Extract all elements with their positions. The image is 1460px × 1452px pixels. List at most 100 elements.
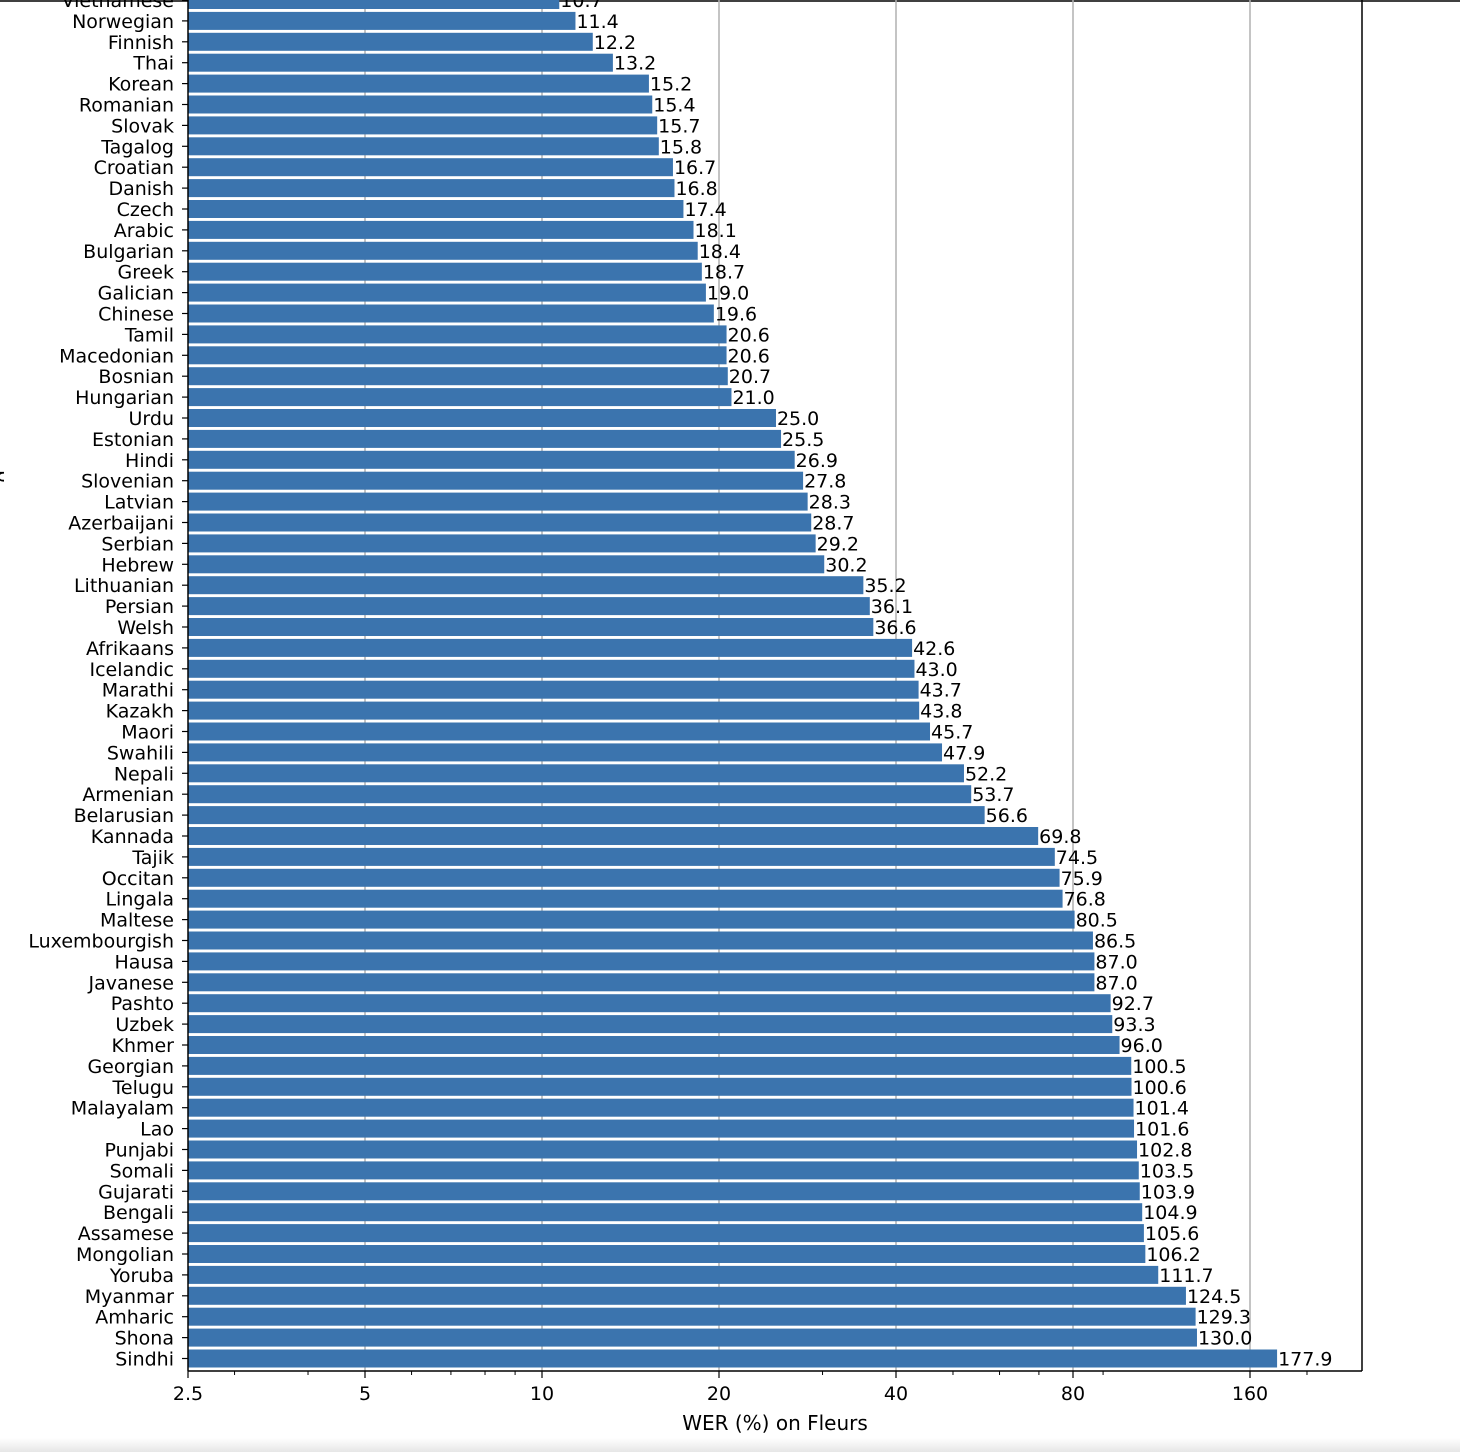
bar bbox=[188, 471, 804, 490]
y-axis-label-clipped: g bbox=[0, 470, 4, 483]
value-label: 45.7 bbox=[931, 722, 973, 744]
bar bbox=[188, 555, 825, 574]
category-label: Latvian bbox=[104, 492, 174, 514]
category-label: Somali bbox=[110, 1160, 174, 1182]
x-tick-label: 20 bbox=[707, 1383, 731, 1405]
value-label: 101.6 bbox=[1135, 1119, 1189, 1141]
bar bbox=[188, 158, 673, 177]
bar bbox=[188, 1224, 1144, 1243]
bar bbox=[188, 1098, 1134, 1117]
value-label: 105.6 bbox=[1145, 1223, 1199, 1245]
bar bbox=[188, 680, 919, 699]
value-label: 101.4 bbox=[1135, 1098, 1189, 1120]
category-label: Tamil bbox=[124, 324, 174, 346]
x-tick-label: 80 bbox=[1061, 1383, 1085, 1405]
value-label: 25.5 bbox=[782, 429, 824, 451]
value-label: 106.2 bbox=[1146, 1244, 1200, 1266]
value-label: 87.0 bbox=[1095, 972, 1137, 994]
category-label: Khmer bbox=[111, 1035, 174, 1057]
value-label: 43.0 bbox=[915, 659, 957, 681]
category-label: Lingala bbox=[105, 889, 174, 911]
category-label: Maori bbox=[121, 722, 174, 744]
category-label: Tajik bbox=[131, 847, 174, 869]
category-label: Chinese bbox=[98, 304, 174, 326]
value-label: 75.9 bbox=[1061, 868, 1103, 890]
bar bbox=[188, 1182, 1140, 1201]
bar bbox=[188, 388, 732, 407]
value-label: 92.7 bbox=[1112, 993, 1154, 1015]
category-label: Bengali bbox=[103, 1202, 174, 1224]
bar bbox=[188, 889, 1063, 908]
bar bbox=[188, 513, 812, 532]
bar bbox=[188, 952, 1095, 971]
bar bbox=[188, 325, 727, 344]
value-label: 42.6 bbox=[913, 638, 955, 660]
category-label: Malayalam bbox=[71, 1098, 174, 1120]
bar bbox=[188, 241, 698, 260]
category-label: Sindhi bbox=[115, 1349, 174, 1371]
bar bbox=[188, 868, 1060, 887]
bar bbox=[188, 283, 706, 302]
value-label: 36.6 bbox=[874, 617, 916, 639]
value-label: 16.8 bbox=[675, 178, 717, 200]
value-label: 12.2 bbox=[594, 32, 636, 54]
bar bbox=[188, 262, 702, 281]
category-label: Shona bbox=[115, 1328, 174, 1350]
bar bbox=[188, 910, 1075, 929]
category-label: Kazakh bbox=[106, 701, 174, 723]
category-label: Mongolian bbox=[76, 1244, 174, 1266]
bar bbox=[188, 785, 972, 804]
value-label: 87.0 bbox=[1095, 951, 1137, 973]
category-label: Slovak bbox=[111, 115, 174, 137]
bar bbox=[188, 764, 964, 783]
value-label: 20.7 bbox=[729, 366, 771, 388]
bar bbox=[188, 95, 653, 114]
category-label: Vietnamese bbox=[62, 0, 174, 12]
value-label: 18.7 bbox=[703, 262, 745, 284]
bar bbox=[188, 32, 593, 51]
value-label: 56.6 bbox=[986, 805, 1028, 827]
category-label: Uzbek bbox=[115, 1014, 174, 1036]
bar bbox=[188, 1328, 1197, 1347]
value-label: 26.9 bbox=[796, 450, 838, 472]
bar bbox=[188, 1307, 1196, 1326]
category-label: Armenian bbox=[82, 784, 174, 806]
bar bbox=[188, 1036, 1120, 1054]
bar bbox=[188, 1203, 1143, 1222]
value-label: 96.0 bbox=[1121, 1035, 1163, 1057]
bar bbox=[188, 1245, 1146, 1263]
category-label: Hindi bbox=[125, 450, 174, 472]
x-tick-label: 2.5 bbox=[173, 1383, 203, 1405]
category-label: Korean bbox=[108, 74, 174, 96]
value-label: 18.4 bbox=[699, 241, 741, 263]
value-label: 102.8 bbox=[1138, 1140, 1192, 1162]
category-label: Marathi bbox=[102, 680, 174, 702]
category-label: Georgian bbox=[87, 1056, 174, 1078]
category-label: Icelandic bbox=[90, 659, 175, 681]
category-label: Thai bbox=[132, 53, 174, 75]
category-label: Punjabi bbox=[105, 1140, 174, 1162]
category-label: Hausa bbox=[114, 951, 174, 973]
value-label: 103.5 bbox=[1140, 1160, 1194, 1182]
bar bbox=[188, 1161, 1139, 1180]
value-label: 80.5 bbox=[1076, 910, 1118, 932]
category-label: Nepali bbox=[114, 763, 174, 785]
bar bbox=[188, 638, 913, 657]
category-label: Assamese bbox=[78, 1223, 174, 1245]
category-label: Occitan bbox=[102, 868, 174, 890]
x-tick-label: 40 bbox=[884, 1383, 908, 1405]
category-label: Arabic bbox=[114, 220, 174, 242]
bar bbox=[188, 450, 795, 469]
value-label: 103.9 bbox=[1141, 1181, 1195, 1203]
value-label: 28.3 bbox=[809, 492, 851, 514]
bar bbox=[188, 11, 576, 30]
category-label: Greek bbox=[118, 262, 175, 284]
category-label: Pashto bbox=[111, 993, 174, 1015]
category-label: Danish bbox=[108, 178, 174, 200]
category-label: Azerbaijani bbox=[68, 513, 174, 535]
value-label: 16.7 bbox=[674, 157, 716, 179]
bar bbox=[188, 722, 931, 741]
value-label: 76.8 bbox=[1064, 889, 1106, 911]
value-label: 47.9 bbox=[943, 742, 985, 764]
